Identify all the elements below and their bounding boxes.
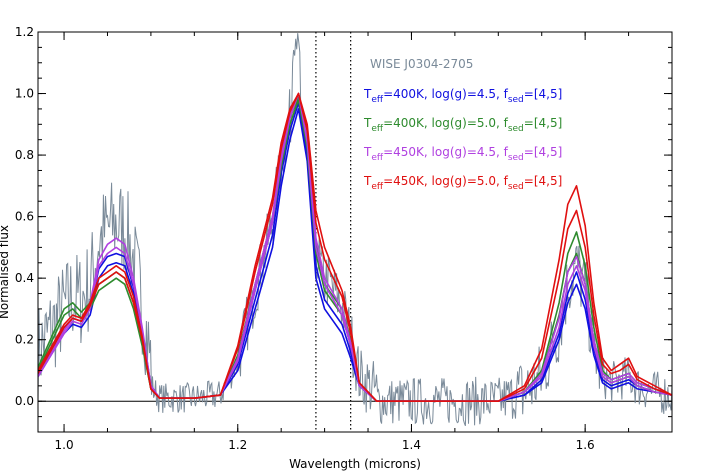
model-series-line-0 — [38, 108, 672, 402]
model-series-line-6 — [38, 92, 672, 402]
y-tick-label-5: 1.0 — [15, 87, 34, 101]
legend-entry-2: Teff=450K, log(g)=4.5, fsed=[4,5] — [363, 145, 562, 163]
model-series-line-7 — [38, 92, 672, 402]
y-tick-label-3: 0.6 — [15, 210, 34, 224]
y-tick-label-0: 0.0 — [15, 394, 34, 408]
model-spectra — [38, 92, 672, 402]
legend-entry-3: Teff=450K, log(g)=5.0, fsed=[4,5] — [363, 174, 562, 192]
x-tick-label-0: 1.0 — [55, 438, 74, 452]
x-tick-label-2: 1.4 — [402, 438, 421, 452]
y-tick-label-6: 1.2 — [15, 25, 34, 39]
legend-entry-1: Teff=400K, log(g)=5.0, fsed=[4,5] — [363, 116, 562, 134]
y-tick-label-4: 0.8 — [15, 148, 34, 162]
legend-entry-0: Teff=400K, log(g)=4.5, fsed=[4,5] — [363, 87, 562, 105]
model-series-line-5 — [38, 92, 672, 402]
x-axis-label: Wavelength (microns) — [289, 457, 421, 471]
y-axis-label: Normalised flux — [0, 225, 11, 319]
y-tick-label-2: 0.4 — [15, 271, 34, 285]
x-tick-label-3: 1.6 — [576, 438, 595, 452]
axis-ticks: 1.0 1.2 1.4 1.6 0.0 0.2 0.4 0.6 0.8 1.0 1.2 — [15, 25, 673, 452]
legend: Teff=400K, log(g)=4.5, fsed=[4,5] Teff=40… — [363, 87, 562, 192]
x-tick-label-1: 1.2 — [228, 438, 247, 452]
y-tick-label-1: 0.2 — [15, 333, 34, 347]
observed-label: WISE J0304-2705 — [370, 57, 473, 71]
model-series-line-4 — [38, 92, 672, 402]
